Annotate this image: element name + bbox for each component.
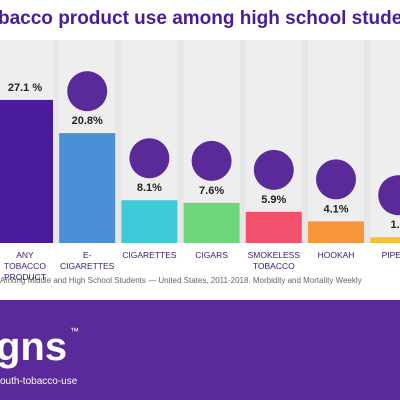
icon [129, 138, 170, 179]
value-label: 8.1% [137, 182, 162, 194]
value-label: 7.6% [199, 185, 224, 197]
bar [0, 99, 53, 243]
icon [316, 159, 356, 200]
logo: gns [0, 325, 67, 369]
value-label: 1.1 [391, 219, 400, 231]
logo-mark: ™ [70, 326, 79, 336]
category-label: HOOKAH [317, 250, 355, 260]
category-label: CIGARETTES [122, 250, 177, 260]
value-label: 20.8% [72, 115, 103, 127]
source: Among Middle and High School Students — … [0, 276, 362, 285]
bar [183, 202, 240, 243]
footer-band [0, 300, 400, 400]
category-label: CIGARS [195, 250, 228, 260]
category-label: E-CIGARETTES [60, 250, 115, 271]
value-label: 27.1 % [8, 82, 42, 94]
category-label: PIPE TO [381, 250, 400, 260]
bar [245, 211, 302, 243]
icon [378, 175, 400, 216]
column-bg [245, 40, 302, 243]
url: outh-tobacco-use [0, 376, 78, 387]
bar [121, 200, 178, 243]
bar [370, 237, 400, 243]
bar [308, 221, 364, 243]
icon [67, 71, 108, 112]
bar [59, 133, 116, 243]
chart-title: bacco product use among high school stud… [0, 8, 400, 29]
icon [253, 149, 294, 190]
value-label: 4.1% [323, 203, 348, 215]
category-label: ANY TOBACCO PRODUCT [3, 250, 47, 282]
category-label: SMOKELESS TOBACCO [247, 250, 301, 271]
icon [191, 140, 232, 181]
value-label: 5.9% [261, 194, 286, 206]
column-bg [308, 40, 364, 243]
